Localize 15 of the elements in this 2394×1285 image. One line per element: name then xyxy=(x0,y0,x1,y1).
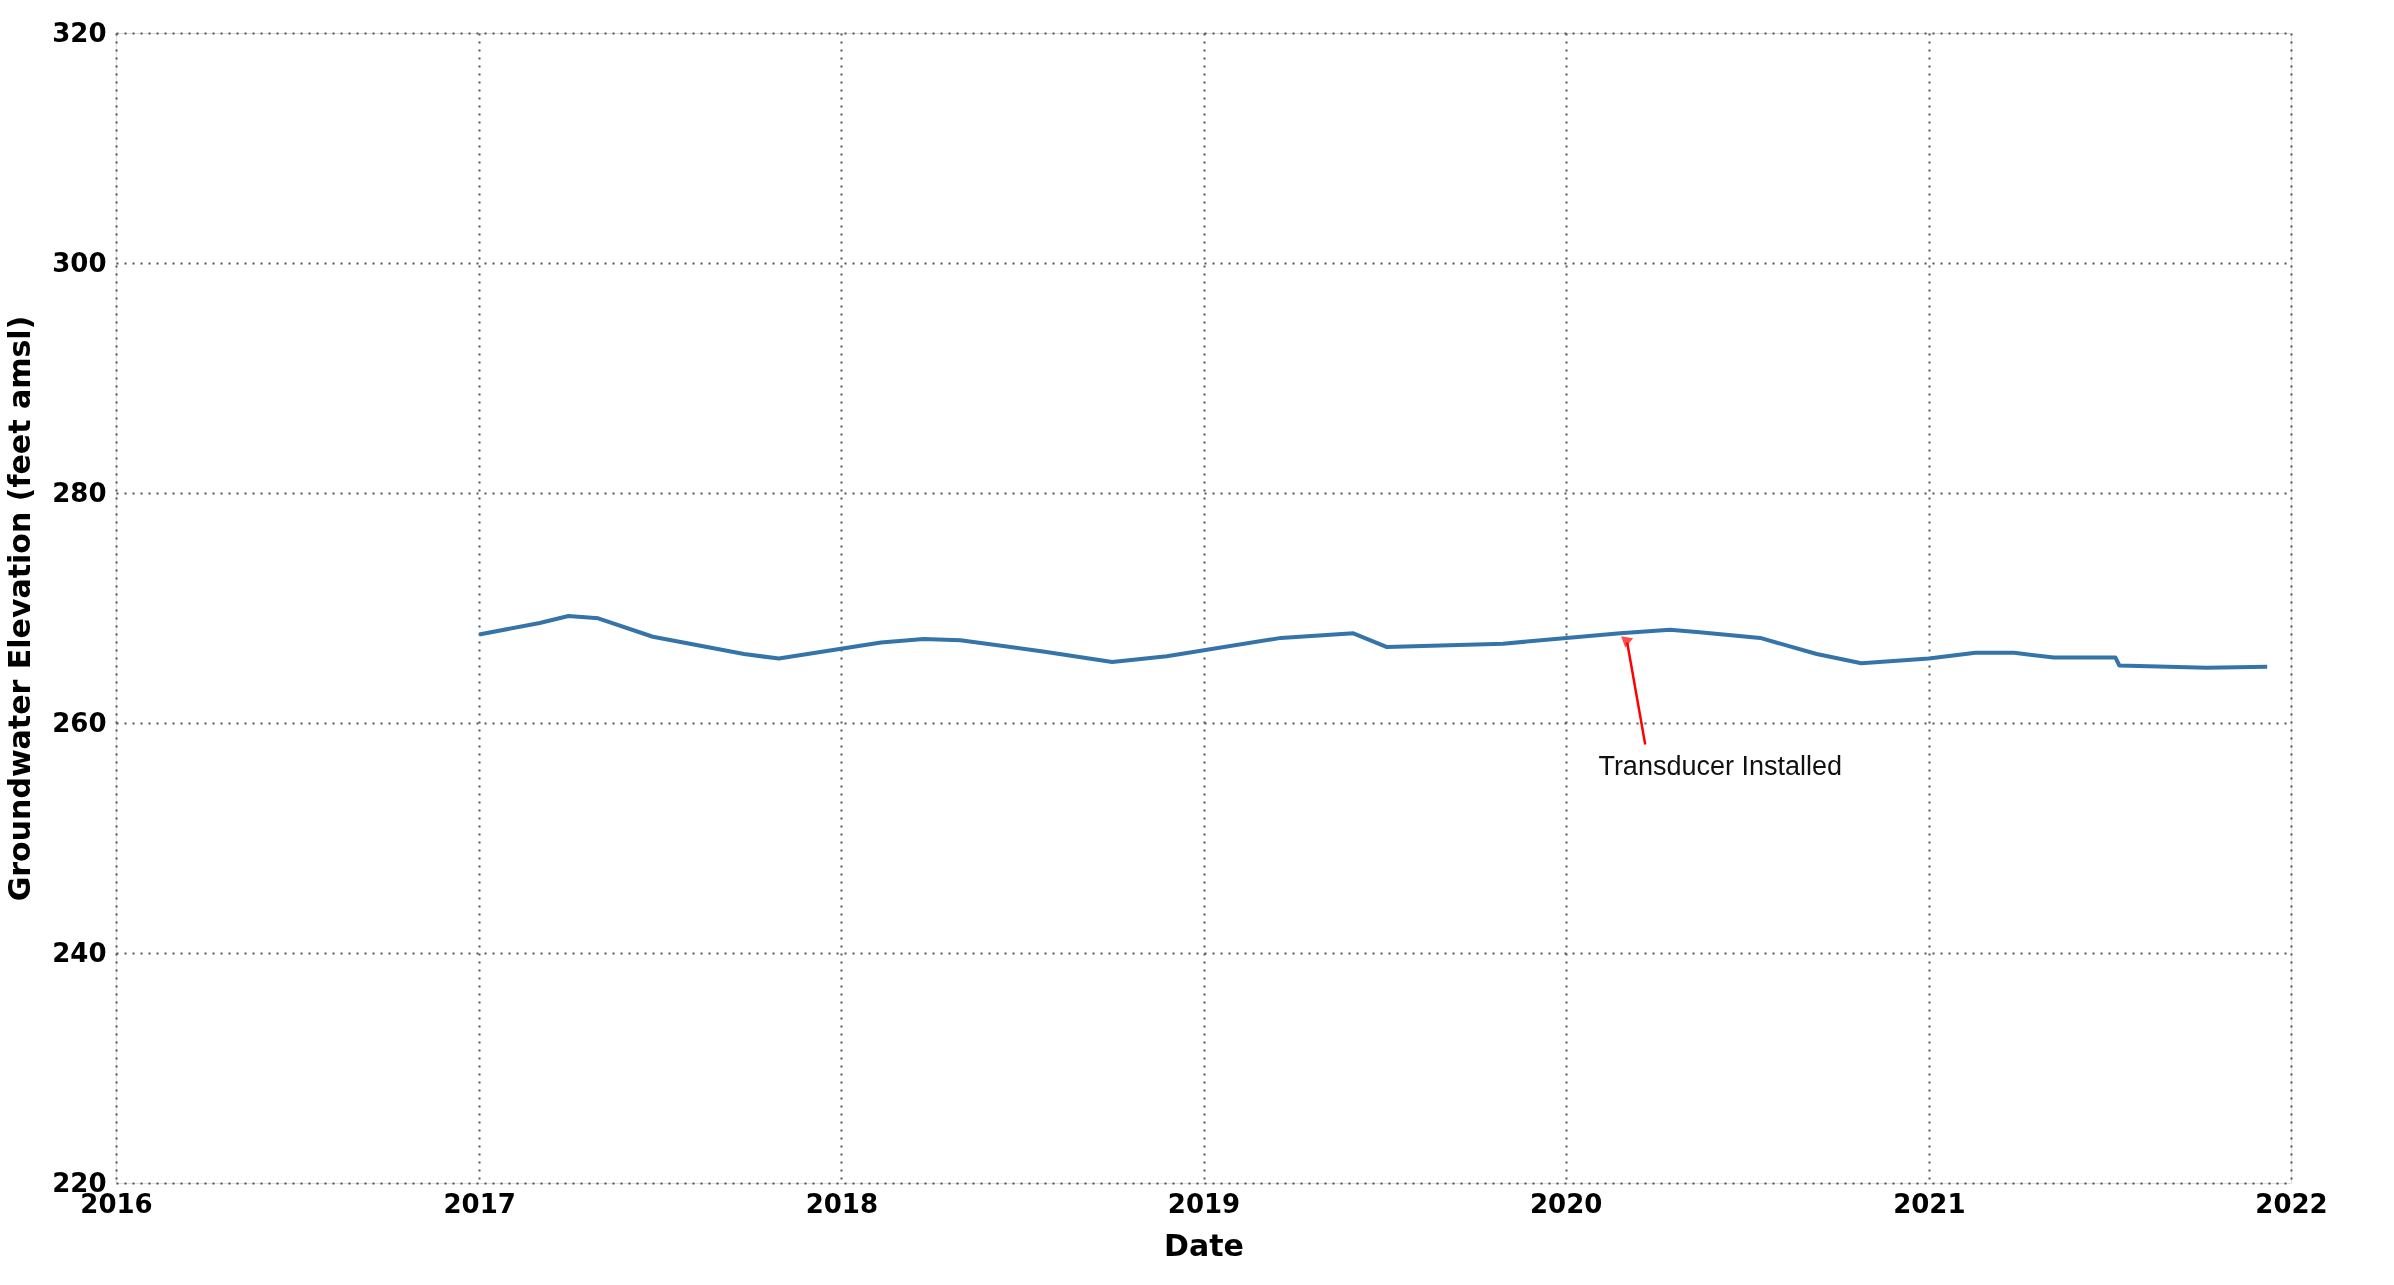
y-tick-label: 300 xyxy=(52,247,107,278)
x-tick-label: 2019 xyxy=(1167,1188,1241,1219)
y-tick-label: 260 xyxy=(52,707,107,738)
x-tick-label: 2017 xyxy=(443,1188,516,1219)
line-series xyxy=(477,614,2270,670)
y-tick-label: 280 xyxy=(52,477,107,508)
x-tick-label: 2020 xyxy=(1529,1188,1603,1219)
x-tick-label: 2021 xyxy=(1893,1188,1966,1219)
x-axis-title: Date xyxy=(1164,1227,1244,1263)
y-tick-label: 320 xyxy=(52,17,107,48)
y-tick-label: 240 xyxy=(52,937,107,968)
annotation: Transducer Installed xyxy=(1598,751,1843,782)
x-tick-label: 2018 xyxy=(805,1188,879,1219)
y-axis-title: Groundwater Elevation (feet amsl) xyxy=(2,315,38,902)
x-tick-label: 2022 xyxy=(2255,1188,2328,1219)
